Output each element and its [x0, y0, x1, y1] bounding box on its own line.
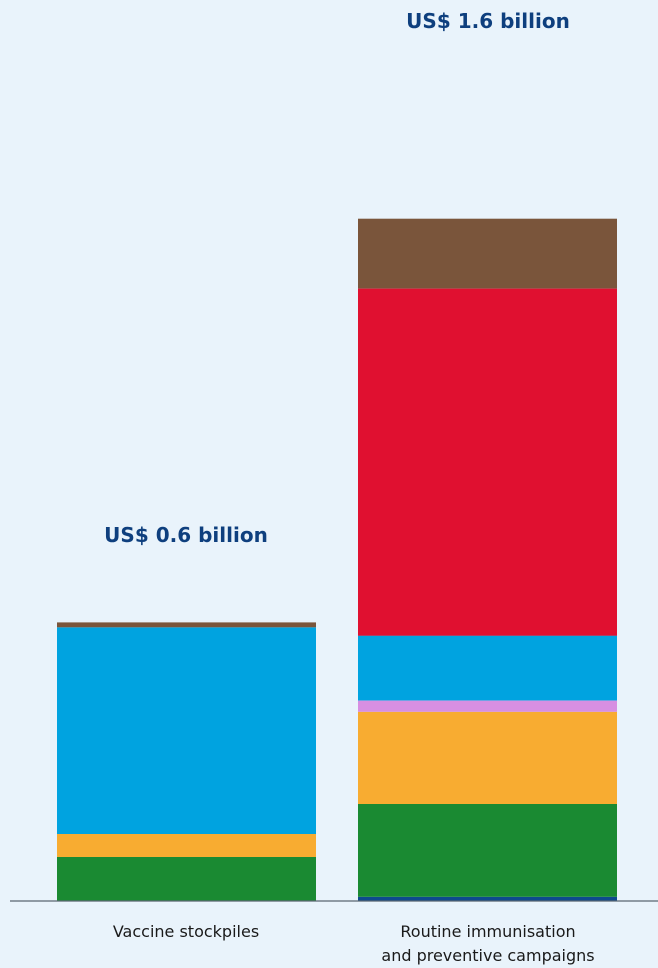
category-label-routine-immunisation-line2: and preventive campaigns [381, 946, 594, 965]
bar-segment-1-0 [358, 896, 617, 901]
total-label-routine-immunisation: US$ 1.6 billion [406, 9, 570, 33]
total-label-vaccine-stockpiles: US$ 0.6 billion [104, 523, 268, 547]
bar-segment-1-2 [358, 711, 617, 804]
bar-segments [57, 218, 617, 901]
bar-segment-0-6 [57, 622, 316, 628]
category-label-vaccine-stockpiles: Vaccine stockpiles [113, 922, 259, 941]
bar-segment-1-4 [358, 635, 617, 701]
bar-segment-0-2 [57, 834, 316, 857]
bar-segment-1-1 [358, 803, 617, 897]
bar-segment-0-1 [57, 857, 316, 901]
bar-segment-1-5 [358, 288, 617, 636]
bar-segment-1-6 [358, 218, 617, 289]
category-label-routine-immunisation-line1: Routine immunisation [400, 922, 575, 941]
bar-segment-1-3 [358, 700, 617, 712]
bar-segment-0-4 [57, 627, 316, 834]
